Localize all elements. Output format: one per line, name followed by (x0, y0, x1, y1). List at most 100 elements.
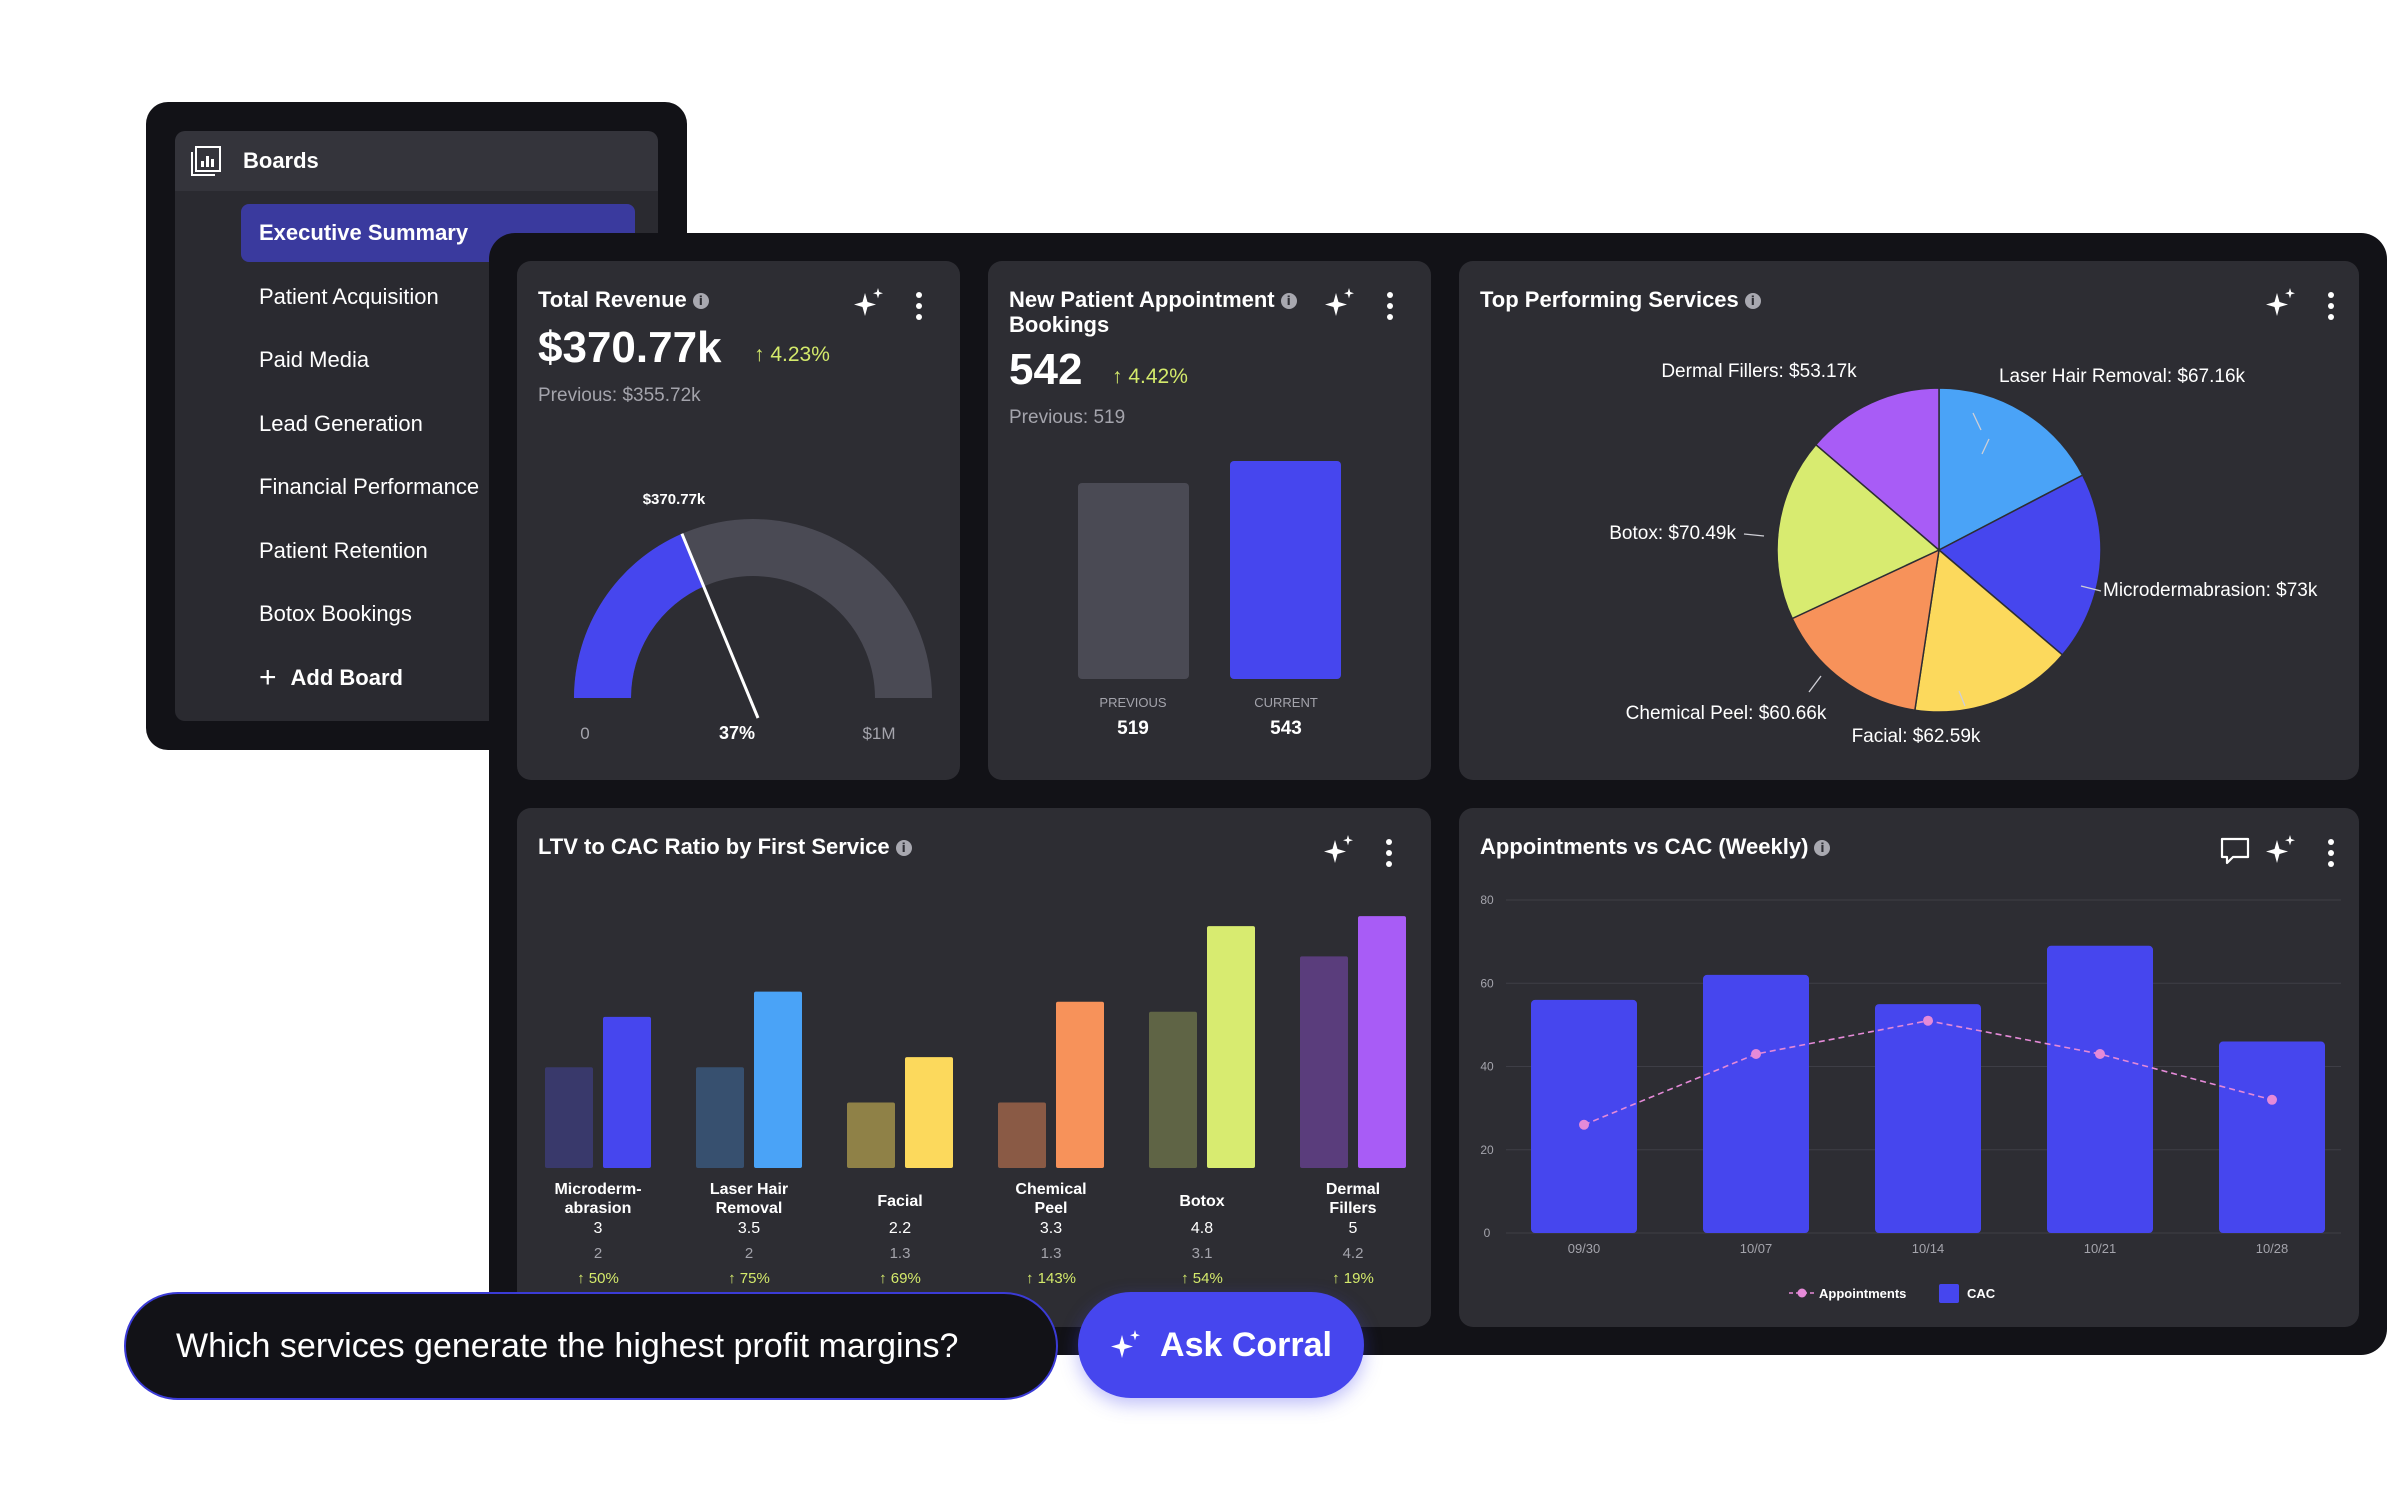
ltv-category-label: Dermal (1326, 1181, 1380, 1198)
ltv-previous-value: 2 (594, 1245, 602, 1262)
board-item-paid-media[interactable]: Paid Media (259, 347, 370, 372)
gauge-value-label: $370.77k (643, 491, 706, 508)
ltv-category-label: Facial (877, 1193, 922, 1210)
cac-bar[interactable] (1875, 1004, 1981, 1233)
sparkle-icon[interactable] (1324, 287, 1356, 319)
boards-header[interactable]: Boards (175, 131, 658, 191)
y-tick-label: 0 (1484, 1226, 1491, 1240)
more-icon[interactable] (914, 291, 924, 321)
ltv-current-value: 5 (1349, 1220, 1358, 1237)
gauge-percent-label: 37% (719, 723, 755, 743)
ltv-bar-previous[interactable] (998, 1102, 1046, 1169)
ltv-previous-value: 2 (745, 1245, 753, 1262)
board-item-financial-performance[interactable]: Financial Performance (259, 474, 480, 499)
pie-label-chemical-peel: Chemical Peel: $60.66k (1626, 703, 1827, 724)
ltv-bar-current[interactable] (603, 1016, 651, 1168)
ltv-bar-current[interactable] (1207, 926, 1255, 1168)
sparkle-icon[interactable] (2265, 834, 2297, 866)
board-item-botox-bookings[interactable]: Botox Bookings (259, 601, 412, 626)
more-icon[interactable] (1385, 291, 1395, 321)
ltv-current-value: 3 (594, 1220, 603, 1237)
pie-slice[interactable] (1938, 387, 2084, 552)
revenue-value: $370.77k (538, 323, 722, 372)
appointments-point[interactable] (1751, 1049, 1761, 1060)
appointments-point[interactable] (2267, 1094, 2277, 1105)
ltv-previous-value: 1.3 (1041, 1245, 1062, 1262)
cac-bar[interactable] (1703, 974, 1809, 1233)
cac-bar[interactable] (1531, 999, 1637, 1233)
ltv-cac-card: LTV to CAC Ratio by First Service i Micro… (517, 808, 1431, 1327)
board-item-patient-retention[interactable]: Patient Retention (259, 538, 428, 563)
bookings-bar-chart: PREVIOUS 519 CURRENT 543 (1078, 461, 1341, 739)
ask-corral-label: Ask Corral (1160, 1325, 1332, 1364)
pie-slice[interactable] (1937, 474, 2102, 656)
ltv-bar-previous[interactable] (545, 1067, 593, 1168)
ltv-bar-previous[interactable] (1300, 956, 1348, 1168)
boards-title: Boards (243, 148, 319, 173)
sparkle-icon[interactable] (853, 287, 885, 319)
current-value: 543 (1270, 718, 1302, 739)
ltv-bar-current[interactable] (905, 1057, 953, 1168)
revenue-delta: ↑ 4.23% (754, 343, 830, 366)
previous-value: 519 (1117, 718, 1149, 739)
ask-input[interactable]: Which services generate the highest prof… (124, 1292, 1058, 1400)
appointments-point[interactable] (2095, 1049, 2105, 1060)
y-tick-label: 60 (1480, 976, 1494, 990)
services-title: Top Performing Services (1480, 287, 1739, 312)
add-board-button[interactable]: + Add Board (241, 649, 635, 707)
ltv-bar-previous[interactable] (696, 1067, 744, 1168)
info-icon[interactable]: i (895, 840, 912, 856)
ltv-title: LTV to CAC Ratio by First Service (538, 834, 890, 859)
sparkle-icon[interactable] (1323, 834, 1355, 866)
info-icon[interactable]: i (692, 293, 709, 309)
ltv-change-value: ↑ 50% (577, 1270, 619, 1287)
pie-label-microdermabrasion: Microdermabrasion: $73k (2103, 580, 2318, 601)
previous-bar (1078, 483, 1189, 679)
board-item-patient-acquisition[interactable]: Patient Acquisition (259, 284, 439, 309)
appts-title: Appointments vs CAC (Weekly) (1480, 834, 1809, 859)
more-icon[interactable] (2326, 291, 2336, 321)
card-title: LTV to CAC Ratio by First Service i (538, 834, 912, 859)
appointments-cac-card: Appointments vs CAC (Weekly) i 0 20 40 60 80 0… (1459, 808, 2359, 1327)
cac-bar[interactable] (2219, 1041, 2325, 1233)
card-title: New Patient Appointment i Bookings (1009, 287, 1297, 337)
ltv-category-label: Microderm- (554, 1181, 641, 1198)
bookings-title-line1: New Patient Appointment (1009, 287, 1275, 312)
gauge-min-label: 0 (580, 724, 589, 743)
y-tick-label: 40 (1480, 1060, 1494, 1074)
info-icon[interactable]: i (1280, 293, 1297, 309)
pie-slice[interactable] (1791, 548, 1940, 712)
comment-icon[interactable] (2219, 836, 2251, 866)
ltv-bar-current[interactable] (754, 991, 802, 1168)
ltv-category-label: abrasion (565, 1200, 632, 1217)
pie-slice[interactable] (1776, 443, 1941, 620)
info-icon[interactable]: i (1744, 293, 1761, 309)
pie-slice[interactable] (1914, 548, 2064, 713)
more-icon[interactable] (1384, 838, 1394, 868)
ltv-bar-current[interactable] (1358, 916, 1406, 1168)
legend-label-cac: CAC (1967, 1286, 1996, 1301)
revenue-previous: Previous: $355.72k (538, 385, 701, 406)
ltv-bar-previous[interactable] (1149, 1011, 1197, 1168)
ask-corral-button[interactable]: Ask Corral (1078, 1292, 1364, 1398)
ltv-bar-chart: Microderm-abrasion 3 2 ↑ 50% Laser Hair Remov… (545, 916, 1406, 1287)
ltv-change-value: ↑ 54% (1181, 1270, 1223, 1287)
pie-slice[interactable] (1814, 387, 1940, 552)
x-tick-label: 10/28 (2256, 1241, 2289, 1256)
plus-icon: + (259, 661, 277, 694)
ltv-category-label: Removal (716, 1200, 783, 1217)
x-tick-label: 10/14 (1912, 1241, 1945, 1256)
ltv-category-label: Chemical (1015, 1181, 1086, 1198)
current-bar (1230, 461, 1341, 679)
pie-label-botox: Botox: $70.49k (1609, 523, 1736, 544)
appointments-point[interactable] (1579, 1119, 1589, 1130)
ltv-bar-previous[interactable] (847, 1102, 895, 1169)
ltv-category-label: Botox (1179, 1193, 1224, 1210)
ltv-bar-current[interactable] (1056, 1001, 1104, 1168)
info-icon[interactable]: i (1814, 840, 1831, 856)
appointments-point[interactable] (1923, 1015, 1933, 1026)
sparkle-icon[interactable] (2265, 287, 2297, 319)
board-item-lead-generation[interactable]: Lead Generation (259, 411, 423, 436)
cac-bar[interactable] (2047, 945, 2153, 1233)
more-icon[interactable] (2326, 838, 2336, 868)
